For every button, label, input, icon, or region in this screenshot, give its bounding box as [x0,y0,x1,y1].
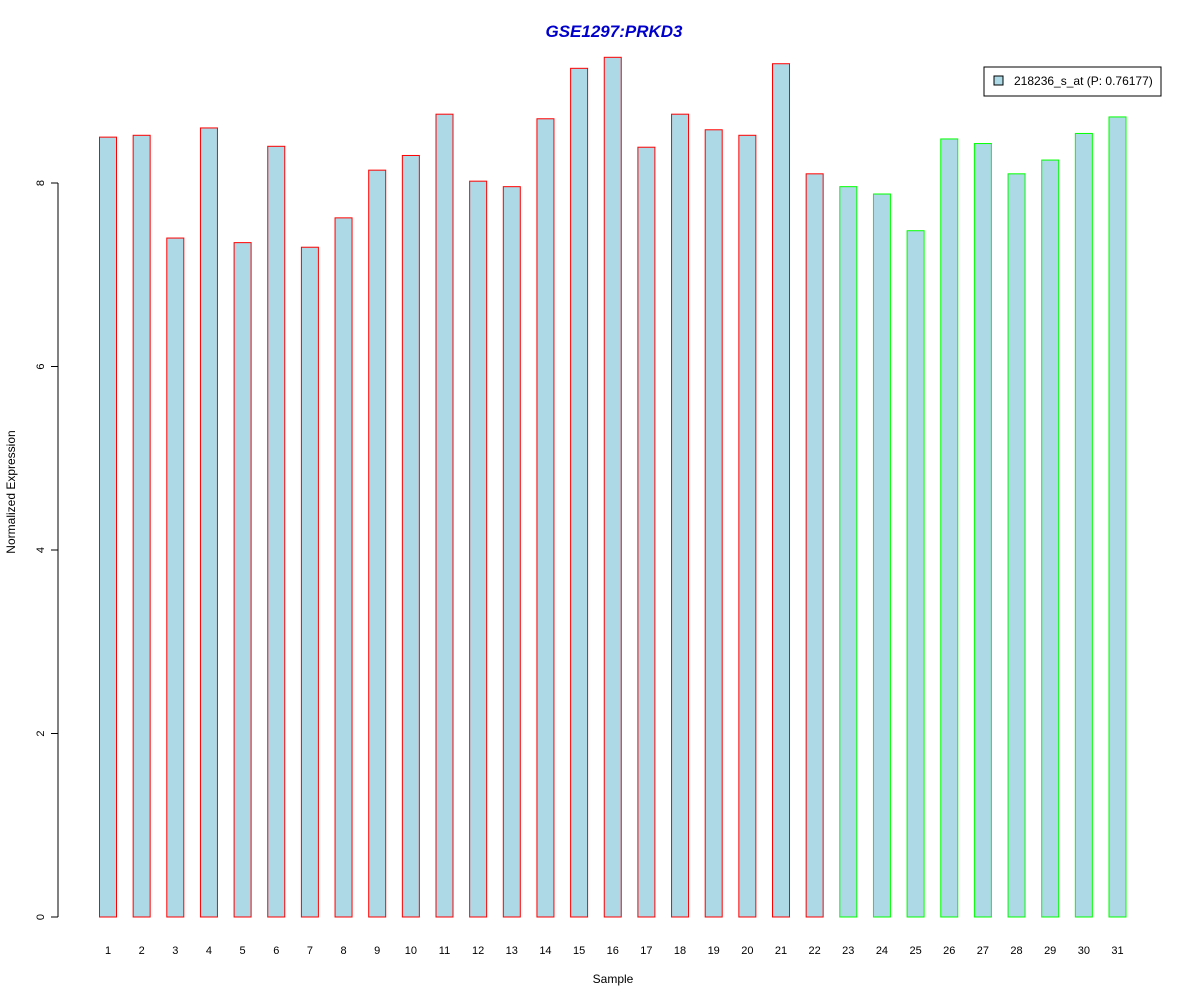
x-tick-label: 15 [573,945,585,957]
y-tick-label: 2 [35,730,47,736]
x-tick-label: 8 [340,945,346,957]
x-tick-label: 3 [172,945,178,957]
bar [233,242,252,918]
y-axis-label: Normalized Expression [4,430,18,553]
bar [1108,116,1127,918]
bar [469,180,488,918]
x-tick-label: 27 [977,945,989,957]
bar [906,230,925,918]
x-tick-label: 28 [1010,945,1022,957]
bar [637,146,656,918]
x-tick-label: 7 [307,945,313,957]
y-tick-label: 8 [35,180,47,186]
bar [738,134,757,918]
bar [267,145,286,918]
bar [536,118,555,918]
bar [401,154,420,918]
bar [166,237,185,918]
chart-title: GSE1297:PRKD3 [545,22,683,41]
x-tick-label: 26 [943,945,955,957]
x-tick-label: 11 [439,945,450,957]
x-tick-label: 22 [809,945,821,957]
bar [502,186,521,918]
x-tick-label: 30 [1078,945,1090,957]
bar [940,138,959,918]
x-tick-label: 13 [506,945,518,957]
x-tick-label: 31 [1111,945,1123,957]
x-tick-label: 10 [405,945,417,957]
bar [334,217,353,918]
bar [300,246,319,918]
x-tick-label: 19 [708,945,720,957]
bar [839,186,858,918]
x-tick-label: 25 [909,945,921,957]
bar [132,134,151,918]
bar [435,113,454,918]
x-tick-label: 17 [640,945,652,957]
x-tick-label: 18 [674,945,686,957]
bar [1041,159,1060,918]
bar [671,113,690,918]
legend-swatch [993,75,1004,86]
bar [772,63,790,918]
bar [872,193,891,918]
x-axis-tick-labels: 1 2 3 4 5 6 7 8 9 10 11 12 13 14 15 16 17 18 19 20 21 22 23 24 2… [105,945,1124,957]
bar [368,169,387,918]
bar [704,129,723,918]
bar [99,136,117,918]
bar [570,67,589,918]
x-tick-label: 2 [139,945,145,957]
y-tick-label: 4 [35,547,47,553]
bar [199,127,218,918]
x-tick-label: 4 [206,945,212,957]
x-tick-label: 1 [105,945,111,957]
x-tick-label: 20 [741,945,753,957]
x-tick-label: 23 [842,945,854,957]
x-tick-label: 9 [374,945,380,957]
legend-box [983,66,1162,97]
y-tick-label: 0 [35,914,47,920]
x-tick-label: 16 [607,945,619,957]
bar [1074,132,1093,918]
y-axis: 0 2 4 6 8 [35,180,59,920]
x-tick-label: 12 [472,945,484,957]
legend: 218236_s_at (P: 0.76177) [983,66,1162,97]
x-tick-label: 5 [240,945,246,957]
bar [1007,173,1026,918]
x-tick-label: 6 [273,945,279,957]
bar [805,173,824,918]
x-tick-label: 14 [539,945,551,957]
x-tick-label: 21 [775,945,787,957]
bar [603,56,622,918]
legend-label: 218236_s_at (P: 0.76177) [1014,74,1153,88]
bars [99,56,1127,918]
bar [973,143,992,918]
y-tick-label: 6 [35,363,47,369]
x-axis-label: Sample [593,972,634,986]
x-tick-label: 29 [1044,945,1056,957]
x-tick-label: 24 [876,945,888,957]
